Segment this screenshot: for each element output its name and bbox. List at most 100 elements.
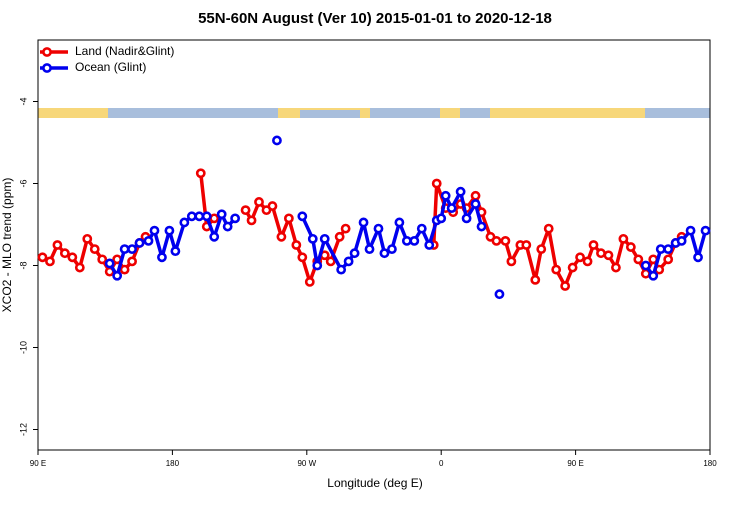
data-point <box>693 252 703 263</box>
data-point <box>45 256 55 267</box>
data-point <box>37 252 48 263</box>
data-point <box>164 225 175 236</box>
data-point <box>149 225 160 236</box>
data-point <box>436 213 447 224</box>
data-point <box>416 223 427 234</box>
data-point <box>186 211 197 222</box>
data-point <box>640 260 651 271</box>
data-point <box>319 233 330 244</box>
data-point <box>676 235 687 246</box>
data-point <box>170 246 181 257</box>
data-point <box>551 264 562 275</box>
data-point <box>336 264 347 275</box>
data-point <box>633 254 644 265</box>
data-point <box>401 235 412 246</box>
data-point <box>127 244 137 254</box>
data-point <box>179 217 190 228</box>
data-point <box>387 244 397 254</box>
data-point <box>358 217 369 228</box>
legend-label: Land (Nadir&Glint) <box>75 44 174 58</box>
data-point <box>291 240 302 250</box>
data-point <box>240 205 251 216</box>
ocean-strip <box>300 110 360 118</box>
data-point <box>455 186 466 197</box>
x-tick-label: 0 <box>439 459 444 468</box>
data-point <box>297 211 308 222</box>
data-point <box>476 221 487 232</box>
data-point <box>575 252 585 263</box>
data-point <box>52 240 63 250</box>
data-point <box>461 213 472 224</box>
data-point <box>560 281 571 291</box>
data-point <box>209 231 220 242</box>
data-point <box>67 252 78 263</box>
data-point <box>440 190 451 201</box>
data-point <box>431 178 442 189</box>
data-point <box>603 250 614 261</box>
data-point <box>246 215 257 226</box>
data-point <box>655 244 666 254</box>
ocean-strip <box>645 108 710 118</box>
data-point <box>500 235 511 246</box>
data-point <box>134 238 145 248</box>
legend-label: Ocean (Glint) <box>75 60 146 74</box>
data-point <box>157 252 167 263</box>
x-tick-label: 90 E <box>567 459 583 468</box>
x-tick-label: 90 W <box>297 459 316 468</box>
x-tick-label: 90 E <box>30 459 46 468</box>
ocean-strip <box>108 108 278 118</box>
data-point <box>307 233 318 244</box>
data-point <box>127 256 137 267</box>
data-point <box>340 223 351 234</box>
data-point <box>663 254 674 265</box>
y-axis-label: XCO2 - MLO trend (ppm) <box>0 178 14 313</box>
data-point <box>394 217 405 228</box>
data-point <box>588 240 599 250</box>
y-tick-label: -8 <box>18 261 28 269</box>
data-point <box>276 231 287 242</box>
data-point <box>297 252 308 263</box>
data-point <box>582 256 593 267</box>
data-point <box>470 199 481 209</box>
data-point <box>112 270 123 281</box>
data-point <box>254 197 264 207</box>
data-point <box>625 242 636 252</box>
data-point <box>59 248 70 259</box>
data-point <box>491 235 502 246</box>
data-point <box>536 244 547 254</box>
data-point <box>230 213 241 224</box>
legend: Land (Nadir&Glint) Ocean (Glint) <box>40 44 174 74</box>
data-point <box>530 274 541 285</box>
data-point <box>424 240 435 250</box>
data-point <box>97 254 108 265</box>
data-point <box>119 264 130 275</box>
data-point <box>494 289 505 300</box>
data-point <box>567 262 578 273</box>
data-point <box>201 211 212 222</box>
plot-frame <box>37 39 711 451</box>
data-point <box>618 233 629 244</box>
chart-title: 55N-60N August (Ver 10) 2015-01-01 to 20… <box>198 10 552 27</box>
data-point <box>446 203 457 213</box>
data-point <box>506 256 517 267</box>
data-point <box>379 248 390 259</box>
data-point <box>104 258 115 269</box>
data-point <box>74 262 85 273</box>
data-point <box>216 209 227 220</box>
data-point <box>373 223 384 234</box>
data-point <box>267 201 278 211</box>
data-point <box>304 276 315 287</box>
data-point <box>89 244 100 254</box>
data-point <box>334 231 345 242</box>
data-point <box>611 262 621 273</box>
legend-marker <box>42 47 52 57</box>
data-point <box>194 211 205 222</box>
data-point <box>663 244 674 254</box>
data-point <box>312 260 323 271</box>
y-tick-label: -10 <box>18 341 28 354</box>
ocean-strip <box>370 108 440 118</box>
y-tick-label: -4 <box>18 97 28 105</box>
data-point <box>343 256 354 267</box>
data-point <box>364 244 375 254</box>
